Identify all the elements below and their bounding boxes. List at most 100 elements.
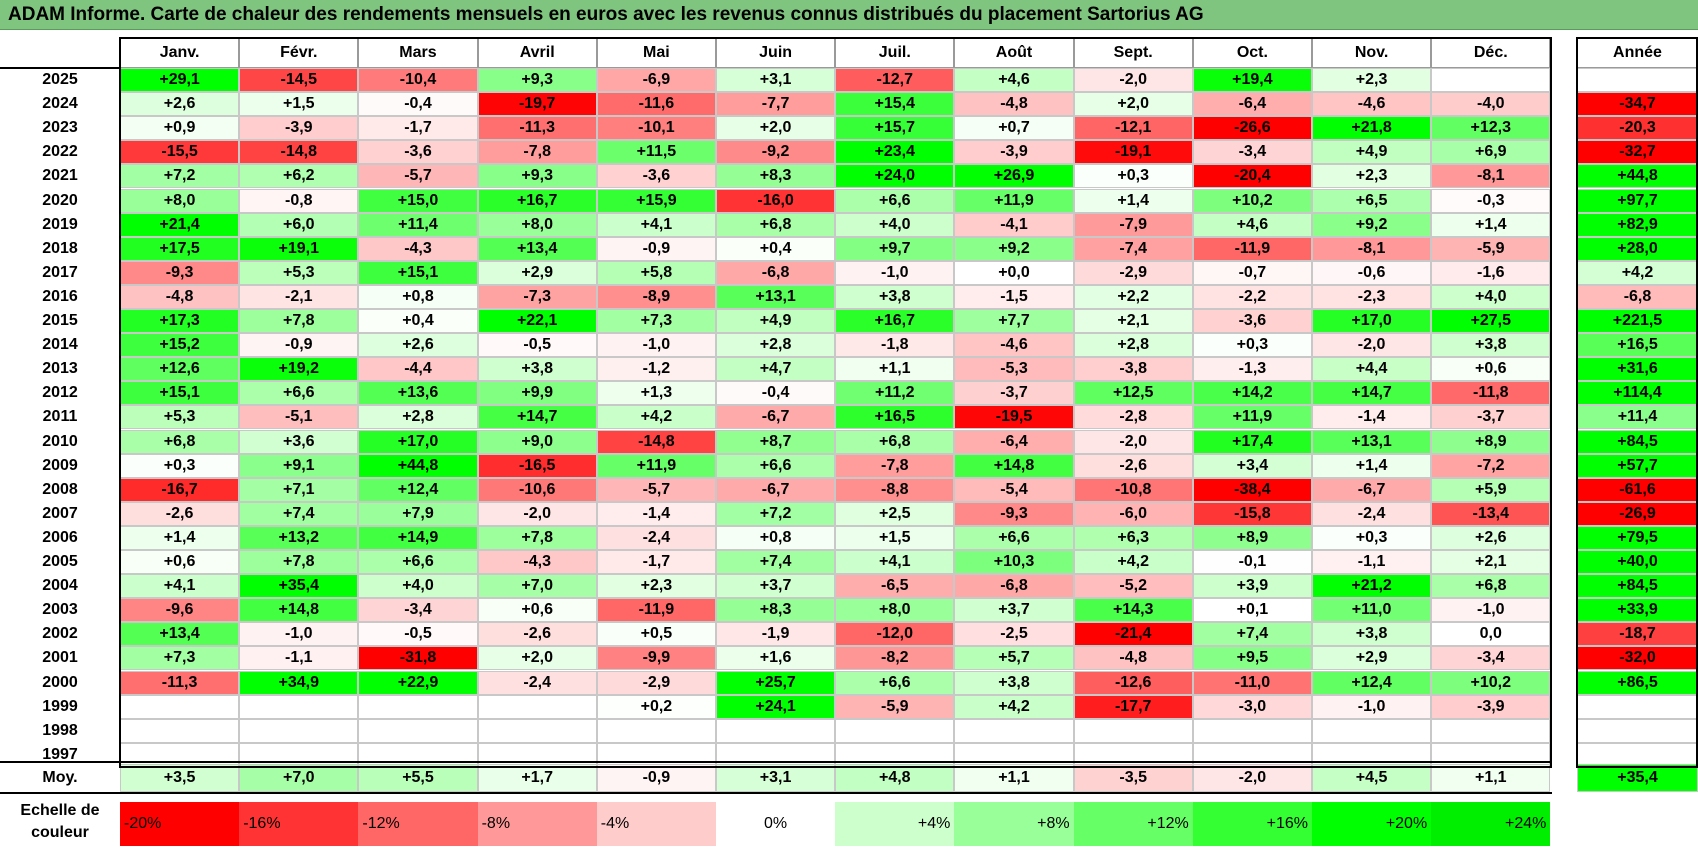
heatmap-cell: +7,9 — [358, 501, 478, 526]
heatmap-cell: -7,8 — [835, 453, 955, 478]
heatmap-cell: +6,6 — [835, 670, 955, 695]
heatmap-cell: -5,9 — [1431, 236, 1551, 261]
heatmap-cell: +15,2 — [120, 333, 240, 358]
heatmap-cell: +0,8 — [716, 525, 836, 550]
row-year-label: 2000 — [42, 673, 78, 691]
row-year-label: 2002 — [42, 625, 78, 643]
heatmap-cell: +11,2 — [835, 381, 955, 406]
average-bottom-line — [0, 792, 1553, 794]
heatmap-cell: -3,6 — [596, 164, 716, 189]
heatmap-cell: -2,0 — [477, 501, 597, 526]
heatmap-cell: -1,0 — [1312, 694, 1432, 719]
row-year-label: 2001 — [42, 649, 78, 667]
heatmap-cell: +5,7 — [954, 646, 1074, 671]
heatmap-cell: -2,5 — [954, 622, 1074, 647]
heatmap-cell: -3,0 — [1192, 694, 1312, 719]
heatmap-cell: +10,2 — [1192, 188, 1312, 213]
average-cell: +3,1 — [716, 764, 836, 792]
heatmap-cell: +3,6 — [239, 429, 359, 454]
row-year-label: 2018 — [42, 239, 78, 257]
heatmap-cell: +5,3 — [239, 260, 359, 285]
color-scale-label: Echelle de couleur — [0, 800, 120, 848]
heatmap-cell: +1,4 — [1312, 453, 1432, 478]
heatmap-cell: +6,0 — [239, 212, 359, 237]
heatmap-cell — [1312, 718, 1432, 743]
row-year-label: 2021 — [42, 167, 78, 185]
heatmap-cell: +6,5 — [1312, 188, 1432, 213]
heatmap-cell: -11,9 — [1192, 236, 1312, 261]
heatmap-cell: -1,3 — [1192, 357, 1312, 382]
heatmap-cell: +0,9 — [120, 116, 240, 141]
heatmap-cell: -14,5 — [239, 68, 359, 93]
heatmap-cell: +15,4 — [835, 92, 955, 117]
color-scale-step: +24% — [1431, 802, 1551, 846]
heatmap-cell: +16,5 — [835, 405, 955, 430]
annual-cell — [1577, 68, 1698, 93]
heatmap-cell: +9,5 — [1192, 646, 1312, 671]
average-separator — [0, 761, 1553, 763]
heatmap-cell: +4,1 — [120, 574, 240, 599]
annual-cell: +84,5 — [1577, 574, 1698, 599]
row-year-label: 2013 — [42, 360, 78, 378]
heatmap-cell: +10,2 — [1431, 670, 1551, 695]
heatmap-cell: +6,8 — [835, 429, 955, 454]
heatmap-cell: +11,9 — [954, 188, 1074, 213]
heatmap-cell: +3,9 — [1192, 574, 1312, 599]
color-scale-step: -8% — [477, 802, 597, 846]
heatmap-cell: +3,4 — [1192, 453, 1312, 478]
heatmap-cell: +6,2 — [239, 164, 359, 189]
heatmap-cell: -19,1 — [1073, 140, 1193, 165]
column-header: Févr. — [239, 38, 359, 68]
heatmap-cell: +4,6 — [1192, 212, 1312, 237]
heatmap-cell: -1,5 — [954, 284, 1074, 309]
heatmap-cell: -8,9 — [596, 284, 716, 309]
average-cell: +4,5 — [1312, 764, 1432, 792]
heatmap-cell: +21,8 — [1312, 116, 1432, 141]
heatmap-cell: +9,3 — [477, 164, 597, 189]
heatmap-cell: +15,1 — [358, 260, 478, 285]
heatmap-cell: -6,5 — [835, 574, 955, 599]
heatmap-cell: +14,9 — [358, 525, 478, 550]
heatmap-cell: +2,9 — [1312, 646, 1432, 671]
heatmap-cell: -3,9 — [954, 140, 1074, 165]
heatmap-cell: 0,0 — [1431, 622, 1551, 647]
heatmap-cell: +6,8 — [1431, 574, 1551, 599]
heatmap-cell — [358, 718, 478, 743]
heatmap-cell: -7,2 — [1431, 453, 1551, 478]
heatmap-cell: +2,0 — [1073, 92, 1193, 117]
heatmap-cell: +0,6 — [1431, 357, 1551, 382]
heatmap-cell: +12,3 — [1431, 116, 1551, 141]
heatmap-cell: +17,0 — [358, 429, 478, 454]
heatmap-cell: -5,7 — [358, 164, 478, 189]
average-cell: +1,1 — [954, 764, 1074, 792]
heatmap-cell: +4,0 — [1431, 284, 1551, 309]
heatmap-cell — [477, 718, 597, 743]
annual-cell — [1577, 694, 1698, 719]
heatmap-cell: -14,8 — [596, 429, 716, 454]
heatmap-cell — [1192, 718, 1312, 743]
heatmap-cell: -5,4 — [954, 477, 1074, 502]
heatmap-cell: +0,6 — [477, 598, 597, 623]
row-year-label: 2004 — [42, 577, 78, 595]
heatmap-cell: +7,8 — [239, 309, 359, 334]
row-year-label: 2005 — [42, 553, 78, 570]
heatmap-cell: -10,1 — [596, 116, 716, 141]
heatmap-cell: -6,7 — [716, 405, 836, 430]
heatmap-cell: -6,7 — [716, 477, 836, 502]
heatmap-cell: -1,0 — [835, 260, 955, 285]
heatmap-cell — [120, 718, 240, 743]
heatmap-cell: +0,3 — [1312, 525, 1432, 550]
heatmap-cell: +8,3 — [716, 598, 836, 623]
heatmap-cell: -0,8 — [239, 188, 359, 213]
heatmap-cell: +2,1 — [1073, 309, 1193, 334]
heatmap-cell: -16,7 — [120, 477, 240, 502]
heatmap-cell: -10,8 — [1073, 477, 1193, 502]
annual-cell: +221,5 — [1577, 309, 1698, 334]
column-header: Janv. — [120, 38, 240, 68]
header-separator — [0, 67, 120, 69]
heatmap-cell: +8,0 — [120, 188, 240, 213]
heatmap-cell: -7,9 — [1073, 212, 1193, 237]
heatmap-cell: +4,9 — [716, 309, 836, 334]
heatmap-cell: -6,0 — [1073, 501, 1193, 526]
heatmap-cell: -6,8 — [716, 260, 836, 285]
